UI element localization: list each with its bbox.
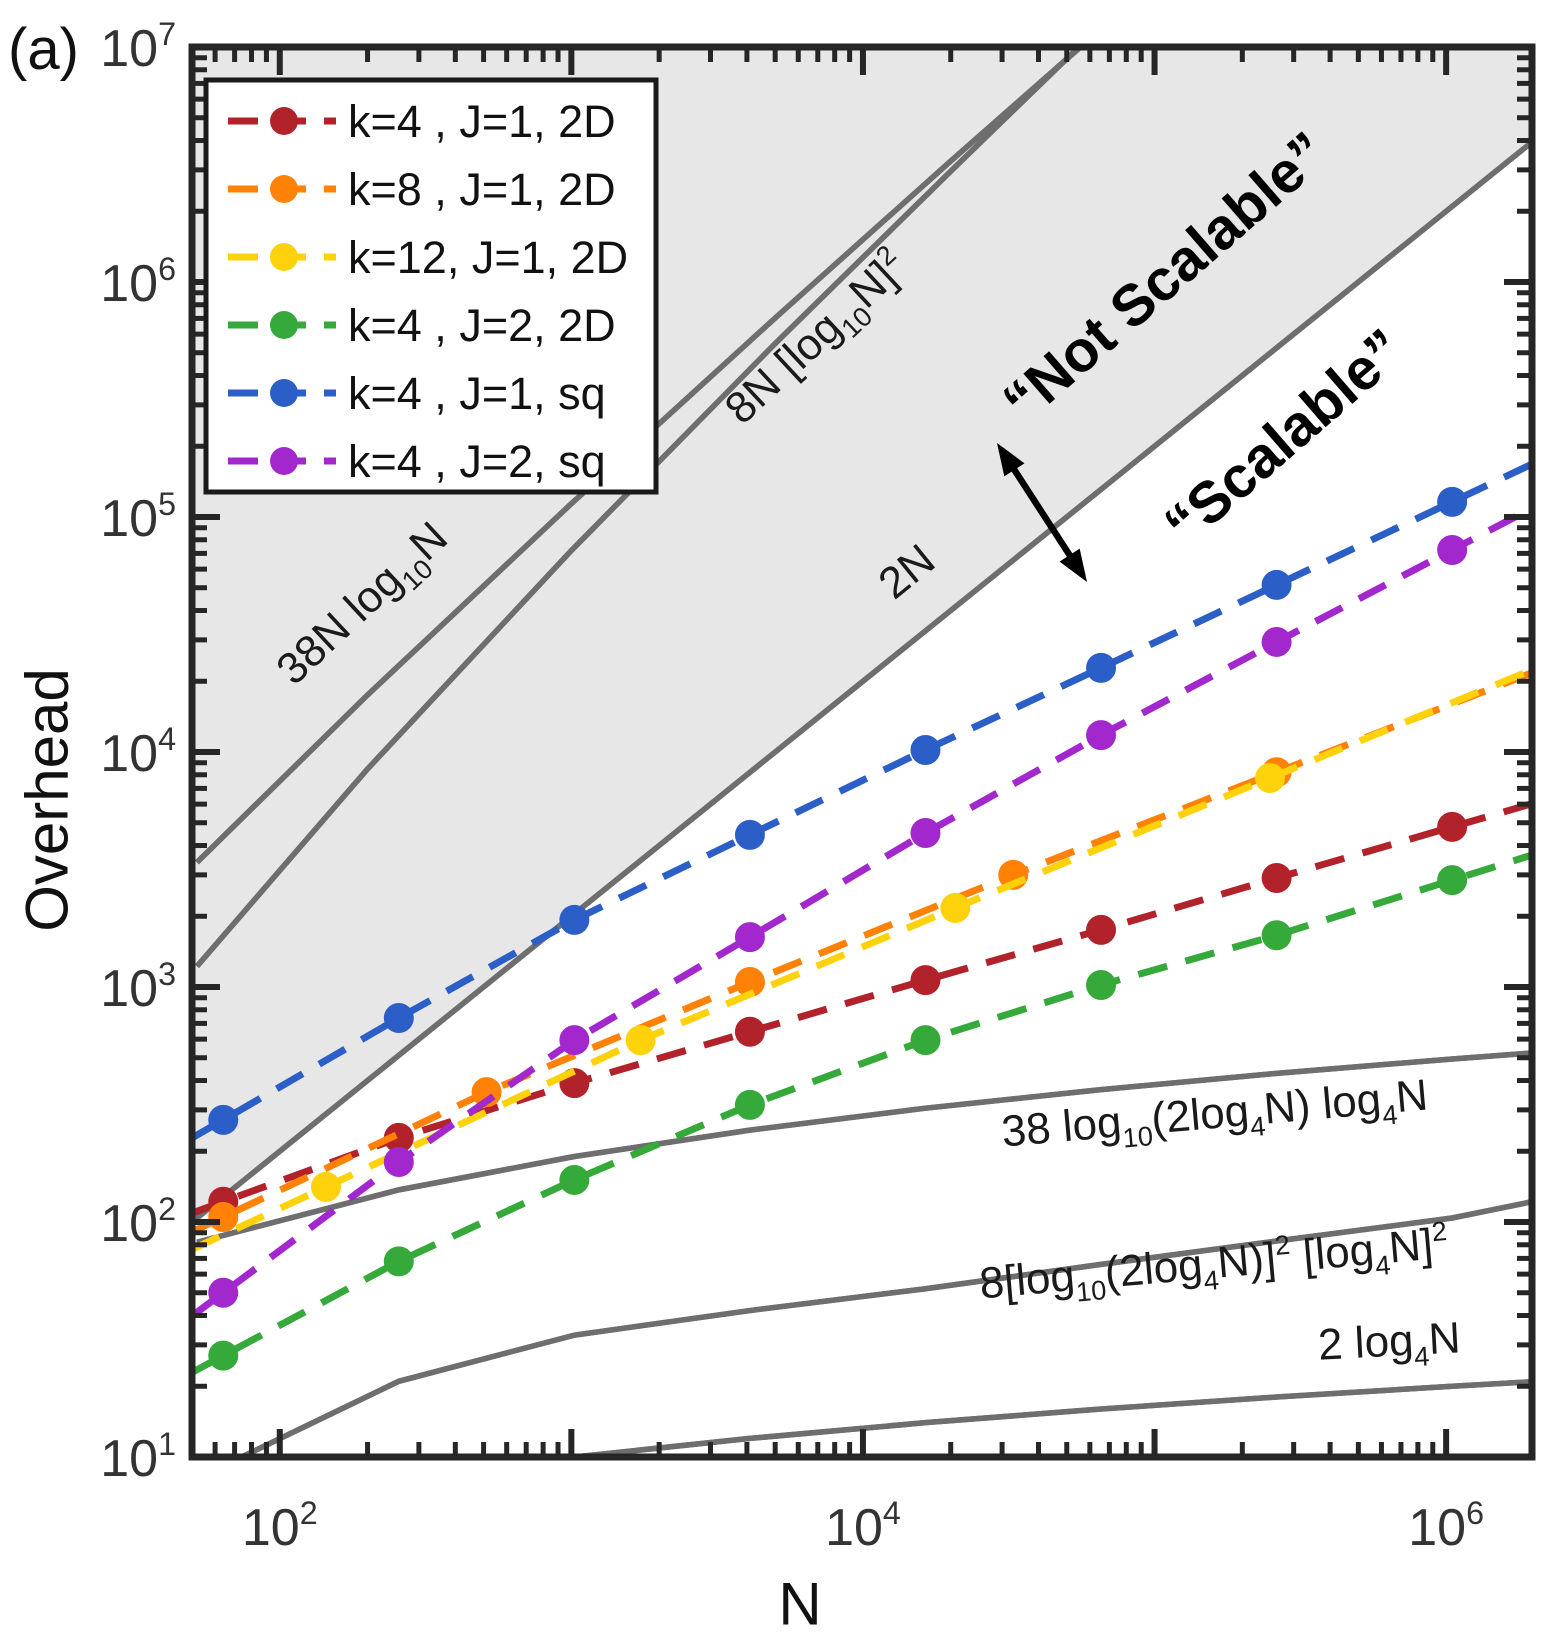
- legend-marker: [270, 379, 298, 407]
- legend: [203, 77, 659, 495]
- legend-label: k=4 , J=1, 2D: [348, 96, 616, 147]
- data-point: [1086, 969, 1117, 1000]
- data-point: [1261, 626, 1292, 657]
- legend-item-k-12-j-1-2d: [228, 243, 336, 271]
- data-point: [1086, 720, 1117, 751]
- data-point: [1254, 763, 1285, 794]
- data-point: [1437, 865, 1468, 896]
- y-tick-label: 102: [100, 1191, 176, 1253]
- y-tick-label: 106: [100, 251, 176, 313]
- data-point: [940, 892, 971, 923]
- data-point: [910, 965, 941, 996]
- data-point: [1261, 862, 1292, 893]
- series-k-4-j-1-2d: [192, 800, 1532, 1217]
- x-tick-label: 104: [825, 1495, 901, 1557]
- ref-line-5: [574, 1379, 1532, 1457]
- data-point: [559, 1025, 590, 1056]
- data-point: [559, 904, 590, 935]
- ref-line-label: 2 log4N: [1317, 1313, 1462, 1377]
- series-line: [192, 666, 1532, 1253]
- legend-item-k-4-j-2-sq: [228, 447, 336, 475]
- y-axis-label: Overhead: [13, 668, 81, 932]
- x-tick-label: 102: [242, 1495, 318, 1557]
- data-point: [383, 1246, 414, 1277]
- legend-marker: [270, 175, 298, 203]
- data-point: [383, 1122, 414, 1153]
- data-point: [734, 922, 765, 953]
- data-point: [734, 819, 765, 850]
- data-point: [208, 1202, 239, 1233]
- data-point: [1086, 652, 1117, 683]
- data-point: [383, 1003, 414, 1034]
- series-line: [192, 851, 1532, 1376]
- legend-box: [203, 77, 659, 495]
- legend-marker: [270, 447, 298, 475]
- data-point: [208, 1104, 239, 1135]
- legend-item-k-4-j-2-2d: [228, 311, 336, 339]
- legend-label: k=4 , J=2, sq: [348, 436, 606, 487]
- data-point: [910, 734, 941, 765]
- panel-label: (a): [8, 17, 79, 82]
- y-tick-label: 103: [100, 956, 176, 1018]
- data-point: [734, 1089, 765, 1120]
- data-point: [559, 1164, 590, 1195]
- ref-line-2: [190, 139, 1534, 1225]
- series-line: [192, 505, 1532, 1319]
- data-point: [1437, 486, 1468, 517]
- series-line: [192, 800, 1532, 1217]
- x-tick-label: 106: [1408, 1495, 1484, 1557]
- data-point: [310, 1171, 341, 1202]
- legend-item-k-8-j-1-2d: [228, 175, 336, 203]
- ref-line-5: [574, 1379, 1533, 1460]
- legend-label: k=4 , J=2, 2D: [348, 300, 616, 351]
- data-point: [208, 1340, 239, 1371]
- x-axis-label: N: [778, 1570, 822, 1638]
- legend-marker: [270, 311, 298, 339]
- y-tick-label: 104: [100, 721, 176, 783]
- data-point: [383, 1147, 414, 1178]
- series-k-12-j-1-2d: [192, 666, 1532, 1253]
- data-point: [625, 1025, 656, 1056]
- data-point: [1437, 534, 1468, 565]
- legend-marker: [270, 243, 298, 271]
- legend-label: k=8 , J=1, 2D: [348, 164, 616, 215]
- series-k-4-j-1-sq: [192, 460, 1532, 1142]
- data-point: [1261, 920, 1292, 951]
- ref-line-1: [194, 45, 1081, 969]
- ref-line-0: [195, 44, 1083, 865]
- data-point: [1437, 811, 1468, 842]
- legend-marker: [270, 107, 298, 135]
- data-point: [1261, 569, 1292, 600]
- ref-line-4: [240, 1199, 1533, 1460]
- direction-arrow: [997, 443, 1087, 582]
- data-point: [910, 1025, 941, 1056]
- data-point: [734, 1016, 765, 1047]
- data-point: [910, 818, 941, 849]
- ref-line-label: 38 log10(2log4N) log4N: [1000, 1071, 1431, 1164]
- series-k-4-j-2-2d: [192, 851, 1532, 1376]
- ref-line-3: [196, 1050, 1533, 1245]
- data-point: [734, 967, 765, 998]
- y-tick-label: 107: [100, 16, 176, 78]
- legend-label: k=12, J=1, 2D: [348, 232, 628, 283]
- data-point: [208, 1277, 239, 1308]
- legend-label: k=4 , J=1, sq: [348, 368, 606, 419]
- legend-item-k-4-j-1-2d: [228, 107, 336, 135]
- y-tick-label: 101: [100, 1426, 176, 1488]
- legend-item-k-4-j-1-sq: [228, 379, 336, 407]
- ref-line-label: 8[log10(2log4N)]2 [log4N]2: [977, 1215, 1451, 1316]
- data-point: [1086, 914, 1117, 945]
- y-tick-label: 105: [100, 486, 176, 548]
- series-k-4-j-2-sq: [192, 505, 1532, 1319]
